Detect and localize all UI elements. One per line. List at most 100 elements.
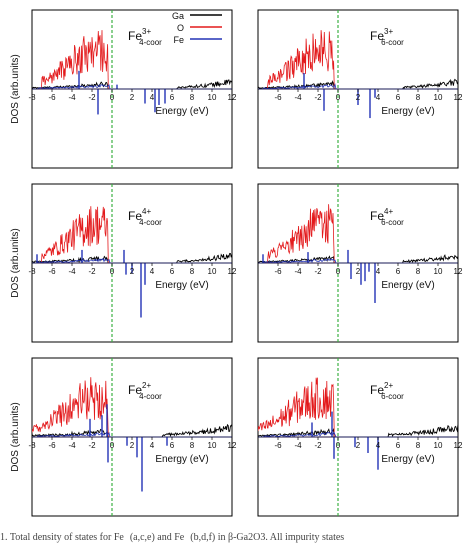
panel-d: -6 -4 -2 0 2 4 6 8 10 12 Energy (eV) Fe4+ 6-coor [257, 183, 463, 343]
x-tick-label: 12 [454, 441, 463, 450]
plot-area [258, 30, 458, 119]
legend-item-Fe: Fe [173, 35, 222, 45]
x-tick-label: -6 [48, 93, 56, 102]
x-tick-label: -4 [68, 267, 76, 276]
panel-label: Fe4+ 6-coor [370, 207, 404, 227]
panel-c: -8 -6 -4 -2 0 2 4 6 8 10 12 Energy (eV) DOS (arb.uni… [10, 183, 237, 343]
panel-b: -6 -4 -2 0 2 4 6 8 10 12 Energy (eV) Fe3+ 6-coor [257, 9, 463, 169]
series-O-spin-up [258, 204, 458, 264]
x-axis-label: Energy (eV) [155, 106, 208, 117]
panel-label: Fe2+ 4-coor [128, 381, 162, 401]
x-tick-label: -8 [28, 93, 36, 102]
x-tick-label: -4 [294, 267, 302, 276]
y-axis-label: DOS (arb.units) [10, 228, 21, 297]
x-tick-label: -2 [88, 267, 96, 276]
legend-label: O [177, 23, 184, 33]
x-tick-label: 6 [396, 93, 401, 102]
legend-item-Ga: Ga [172, 11, 222, 21]
x-tick-label: -6 [274, 267, 282, 276]
x-tick-label: -2 [88, 93, 96, 102]
panel-label: Fe3+ 6-coor [370, 27, 404, 47]
x-tick-label: -2 [88, 441, 96, 450]
x-tick-label: 8 [190, 267, 195, 276]
x-tick-label: 2 [356, 441, 361, 450]
x-tick-label: -6 [274, 93, 282, 102]
x-tick-label: -8 [28, 441, 36, 450]
x-tick-label: 8 [416, 441, 421, 450]
x-tick-label: 0 [336, 441, 341, 450]
x-tick-label: 2 [130, 441, 135, 450]
x-tick-label: -2 [314, 267, 322, 276]
series-Ga-spin-up [32, 423, 232, 438]
x-tick-label: 4 [376, 441, 381, 450]
x-tick-label: 6 [396, 441, 401, 450]
x-tick-label: -6 [274, 441, 282, 450]
x-tick-label: 6 [396, 267, 401, 276]
x-tick-label: 8 [190, 441, 195, 450]
x-tick-label: 8 [416, 267, 421, 276]
x-tick-label: 10 [208, 441, 217, 450]
x-tick-label: -2 [314, 93, 322, 102]
x-tick-label: 2 [130, 267, 135, 276]
x-tick-label: 4 [376, 93, 381, 102]
x-axis-label: Energy (eV) [155, 280, 208, 291]
figure-caption: 1. Total density of states for Fe (a,c,e… [0, 532, 345, 543]
x-tick-label: 12 [228, 441, 237, 450]
x-tick-label: 10 [208, 267, 217, 276]
dos-figure: -8 -6 -4 -2 0 2 4 6 8 10 12 Energy (eV) DOS (arb.uni… [10, 9, 463, 517]
x-tick-label: 0 [110, 93, 115, 102]
legend-item-O: O [177, 23, 222, 33]
x-axis-label: Energy (eV) [381, 280, 434, 291]
x-axis-label: Energy (eV) [155, 454, 208, 465]
panel-label: Fe4+ 4-coor [128, 207, 162, 227]
x-tick-label: 10 [434, 93, 443, 102]
plot-area [32, 30, 232, 115]
x-tick-label: 8 [190, 93, 195, 102]
x-tick-label: -4 [294, 93, 302, 102]
x-tick-label: -8 [28, 267, 36, 276]
panel-f: -6 -4 -2 0 2 4 6 8 10 12 Energy (eV) Fe2+ 6-coor [257, 357, 463, 517]
x-tick-label: 8 [416, 93, 421, 102]
series-O-spin-up [258, 30, 458, 90]
x-tick-label: 2 [130, 93, 135, 102]
x-tick-label: 2 [356, 93, 361, 102]
x-tick-label: -4 [68, 441, 76, 450]
panel-a: -8 -6 -4 -2 0 2 4 6 8 10 12 Energy (eV) DOS (arb.uni… [10, 9, 237, 169]
x-axis-label: Energy (eV) [381, 106, 434, 117]
x-tick-label: 4 [376, 267, 381, 276]
x-tick-label: 4 [150, 93, 155, 102]
y-axis-label: DOS (arb.units) [10, 402, 21, 471]
panel-label: Fe2+ 6-coor [370, 381, 404, 401]
x-tick-label: 4 [150, 441, 155, 450]
legend: Ga O Fe [172, 11, 222, 45]
x-tick-label: 0 [336, 93, 341, 102]
x-tick-label: 10 [434, 441, 443, 450]
legend-label: Fe [173, 35, 184, 45]
x-tick-label: 0 [336, 267, 341, 276]
legend-label: Ga [172, 11, 184, 21]
x-tick-label: -2 [314, 441, 322, 450]
x-tick-label: 10 [208, 93, 217, 102]
series-Ga-spin-up [32, 252, 232, 264]
series-O-spin-up [258, 377, 458, 438]
x-tick-label: 6 [170, 93, 175, 102]
x-tick-label: -4 [68, 93, 76, 102]
x-tick-label: 2 [356, 267, 361, 276]
x-tick-label: -6 [48, 441, 56, 450]
y-axis-label: DOS (arb.units) [10, 54, 21, 123]
x-tick-label: 0 [110, 267, 115, 276]
x-tick-label: 12 [454, 267, 463, 276]
x-tick-label: 0 [110, 441, 115, 450]
x-tick-label: 6 [170, 267, 175, 276]
x-tick-label: 12 [228, 93, 237, 102]
x-tick-label: -6 [48, 267, 56, 276]
panel-label: Fe3+ 4-coor [128, 27, 162, 47]
x-tick-label: 12 [454, 93, 463, 102]
x-tick-label: 6 [170, 441, 175, 450]
x-tick-label: 4 [150, 267, 155, 276]
x-tick-label: -4 [294, 441, 302, 450]
x-tick-label: 10 [434, 267, 443, 276]
panel-e: -8 -6 -4 -2 0 2 4 6 8 10 12 Energy (eV) DOS (arb.uni… [10, 357, 237, 517]
x-axis-label: Energy (eV) [381, 454, 434, 465]
series-Ga-spin-up [258, 424, 458, 438]
